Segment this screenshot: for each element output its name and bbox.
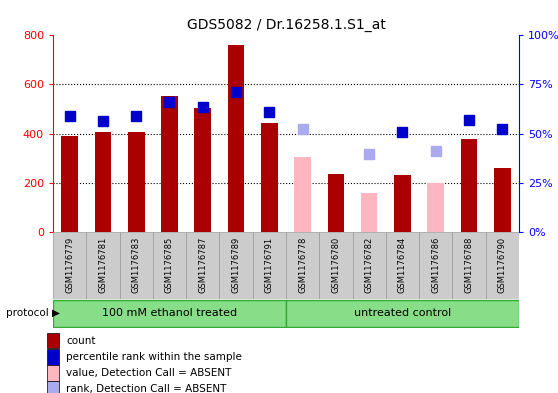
Text: GSM1176780: GSM1176780 (331, 237, 340, 294)
Bar (95, 132, 111, 232)
Text: untreated control: untreated control (354, 309, 451, 318)
Bar (286, 232, 319, 299)
Bar (494, 169, 511, 232)
Text: value, Detection Call = ABSENT: value, Detection Call = ABSENT (66, 368, 232, 378)
Bar (194, 108, 211, 232)
Text: GSM1176791: GSM1176791 (265, 237, 274, 293)
Bar (47, 365, 59, 381)
Bar (386, 232, 419, 299)
Bar (453, 232, 485, 299)
Bar (47, 349, 59, 365)
Text: GSM1176783: GSM1176783 (132, 237, 141, 294)
Text: GSM1176781: GSM1176781 (98, 237, 108, 294)
Bar (161, 95, 178, 232)
Bar (228, 45, 244, 232)
Bar (286, 300, 519, 327)
Bar (328, 174, 344, 232)
Text: count: count (66, 336, 96, 345)
Bar (485, 232, 519, 299)
Text: GSM1176787: GSM1176787 (198, 237, 207, 294)
Text: GSM1176782: GSM1176782 (365, 237, 374, 294)
Text: GSM1176785: GSM1176785 (165, 237, 174, 294)
Bar (219, 232, 253, 299)
Bar (153, 232, 186, 299)
Bar (53, 300, 286, 327)
Text: GSM1176788: GSM1176788 (464, 237, 474, 294)
Bar (186, 232, 219, 299)
Bar (86, 232, 119, 299)
Bar (47, 381, 59, 393)
Text: 100 mM ethanol treated: 100 mM ethanol treated (102, 309, 237, 318)
Bar (294, 157, 311, 232)
Bar (128, 132, 145, 232)
Bar (427, 183, 444, 232)
Title: GDS5082 / Dr.16258.1.S1_at: GDS5082 / Dr.16258.1.S1_at (186, 18, 386, 31)
Text: GSM1176784: GSM1176784 (398, 237, 407, 294)
Bar (419, 232, 453, 299)
Bar (253, 232, 286, 299)
Text: protocol ▶: protocol ▶ (6, 309, 60, 318)
Bar (53, 232, 86, 299)
Bar (394, 175, 411, 232)
Text: GSM1176779: GSM1176779 (65, 237, 74, 294)
Text: rank, Detection Call = ABSENT: rank, Detection Call = ABSENT (66, 384, 227, 393)
Text: GSM1176778: GSM1176778 (298, 237, 307, 294)
Text: GSM1176790: GSM1176790 (498, 237, 507, 293)
Bar (353, 232, 386, 299)
Bar (61, 136, 78, 232)
Bar (361, 193, 378, 232)
Bar (119, 232, 153, 299)
Text: percentile rank within the sample: percentile rank within the sample (66, 352, 242, 362)
Bar (261, 123, 278, 232)
Text: GSM1176786: GSM1176786 (431, 237, 440, 294)
Bar (47, 333, 59, 348)
Bar (319, 232, 353, 299)
Bar (461, 138, 477, 232)
Text: GSM1176789: GSM1176789 (232, 237, 240, 294)
